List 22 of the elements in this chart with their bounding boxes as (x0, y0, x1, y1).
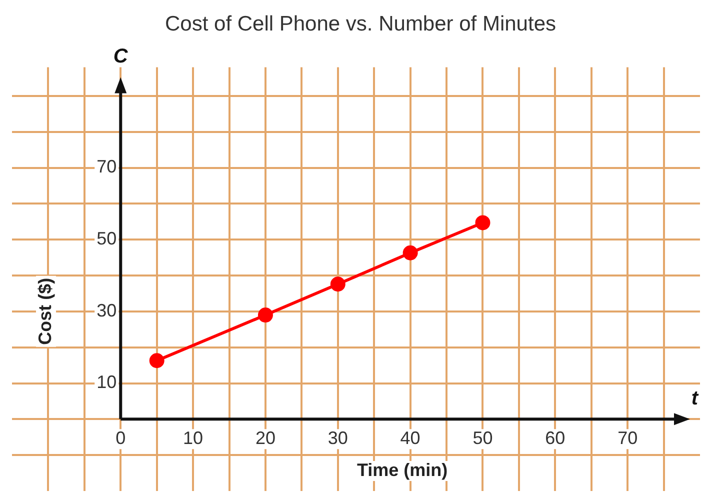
x-tick-label: 10 (183, 428, 204, 448)
point (475, 215, 490, 230)
point (258, 308, 273, 323)
x-axis-title: Time (min) (356, 460, 448, 480)
chart-title: Cost of Cell Phone vs. Number of Minutes (164, 12, 556, 36)
x-tick-label: 0 (116, 428, 126, 448)
y-tick-label: 30 (96, 300, 117, 320)
y-axis-title: Cost ($) (34, 278, 55, 345)
y-tick-label: 70 (96, 156, 117, 177)
x-tick-label: 20 (255, 428, 276, 448)
x-tick-label: 30 (328, 428, 348, 448)
annotation: C (113, 46, 128, 68)
point (149, 353, 164, 368)
annotation: t (691, 388, 700, 410)
x-tick-label: 60 (545, 428, 566, 448)
point (402, 245, 418, 260)
x-tick-label: 70 (618, 428, 638, 448)
x-tick-label: 50 (472, 428, 493, 448)
x-tick-label: 40 (400, 428, 420, 448)
y-tick-label: 50 (96, 228, 117, 249)
point (330, 276, 346, 292)
y-tick-label: 10 (96, 372, 117, 392)
